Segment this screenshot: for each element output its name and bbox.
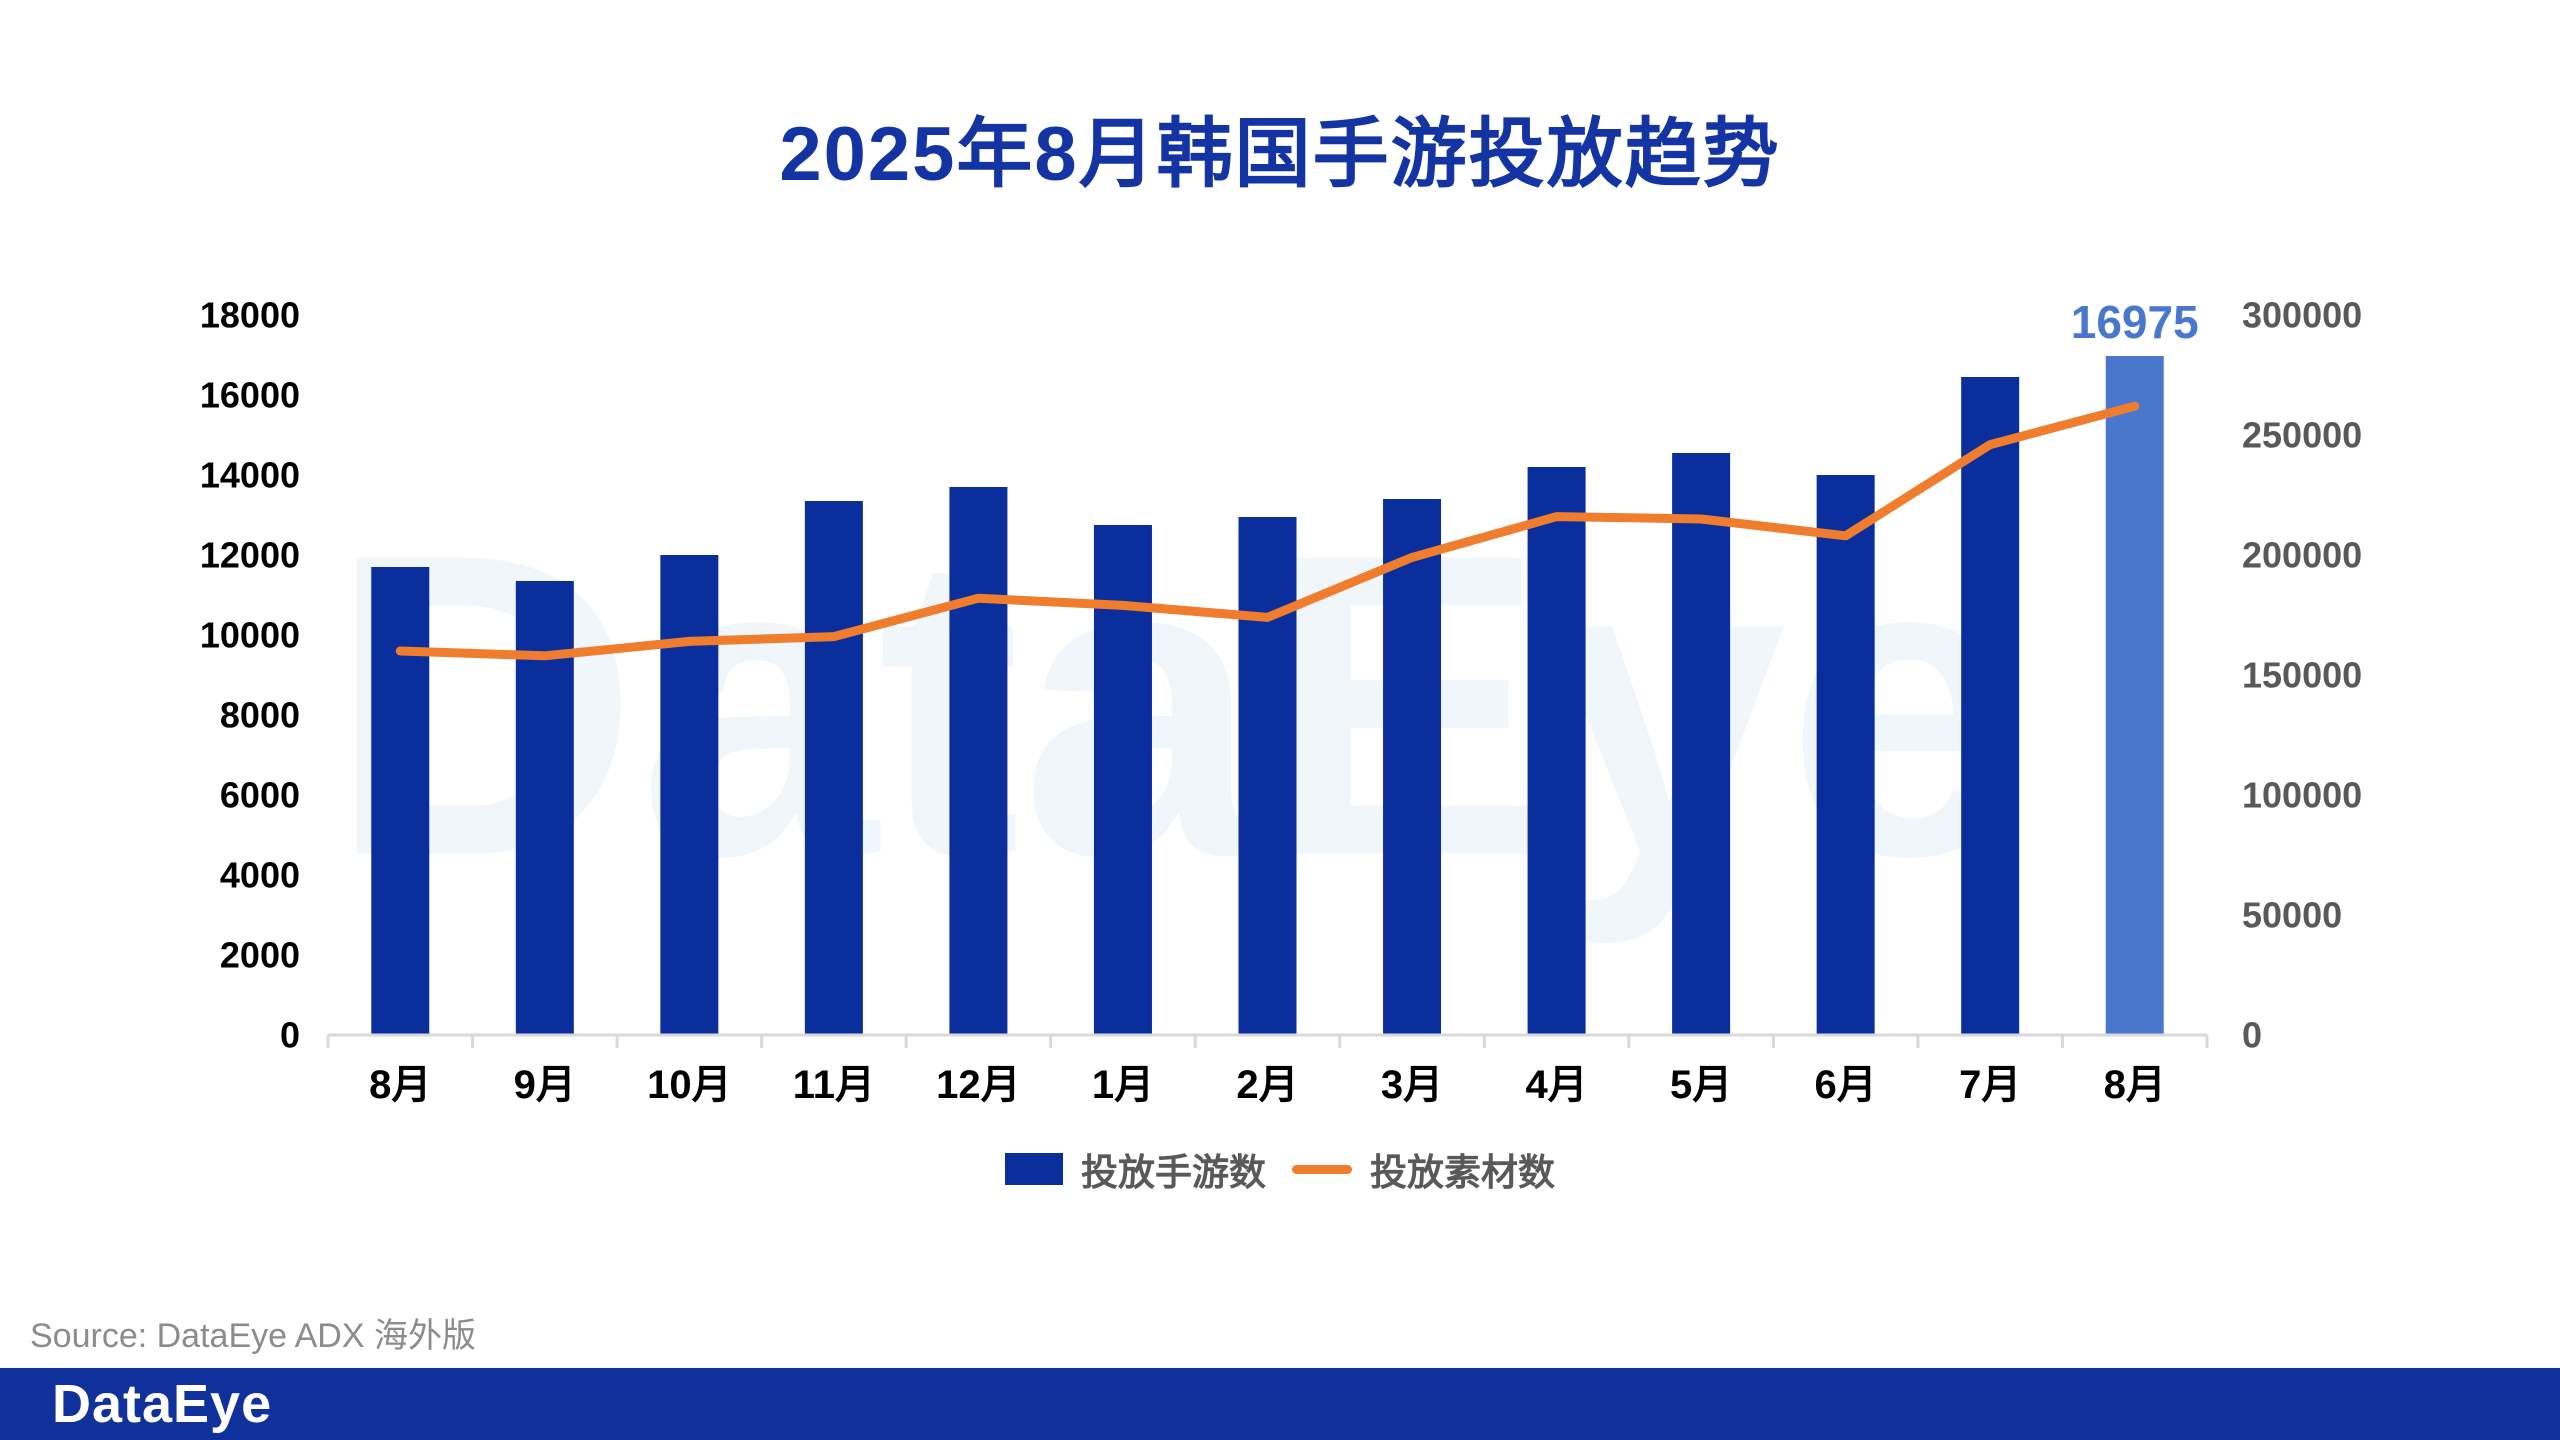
left-axis-label: 4000 xyxy=(220,855,300,896)
legend: 投放手游数 投放素材数 xyxy=(0,1142,2560,1196)
legend-item-bar-series: 投放手游数 xyxy=(1005,1142,1266,1196)
x-axis-label: 7月 xyxy=(1959,1063,2021,1107)
left-axis-label: 16000 xyxy=(200,375,300,416)
left-axis-label: 14000 xyxy=(200,455,300,496)
bar-8月 xyxy=(371,567,430,1035)
bar-8月 xyxy=(2105,356,2164,1035)
line-series xyxy=(395,401,2140,661)
x-axis-label: 5月 xyxy=(1670,1063,1732,1107)
bar-4月 xyxy=(1527,467,1586,1035)
x-axis-label: 10月 xyxy=(647,1063,732,1107)
bar-11月 xyxy=(804,501,863,1035)
left-axis-label: 0 xyxy=(280,1015,300,1056)
bar-series-swatch xyxy=(1005,1153,1063,1185)
x-axis-label: 8月 xyxy=(2104,1063,2166,1107)
right-axis-label: 200000 xyxy=(2242,535,2362,576)
bar-3月 xyxy=(1383,499,1442,1035)
bar-7月 xyxy=(1961,377,2020,1035)
bar-10月 xyxy=(660,555,719,1035)
source-note: Source: DataEye ADX 海外版 xyxy=(30,1317,476,1355)
bar-12月 xyxy=(949,487,1008,1035)
right-axis-label: 250000 xyxy=(2242,415,2362,456)
x-axis-label: 6月 xyxy=(1815,1063,1877,1107)
watermark: DataEye xyxy=(328,466,2025,948)
right-axis-label: 50000 xyxy=(2242,895,2342,936)
x-axis-label: 3月 xyxy=(1381,1063,1443,1107)
legend-item-line-series: 投放素材数 xyxy=(1292,1142,1555,1196)
left-axis-label: 8000 xyxy=(220,695,300,736)
right-axis-label: 150000 xyxy=(2242,655,2362,696)
bar-9月 xyxy=(515,581,574,1035)
x-axis-label: 1月 xyxy=(1092,1063,1154,1107)
bar-value-annotation: 16975 xyxy=(2071,296,2199,348)
bar-series-label: 投放手游数 xyxy=(1081,1152,1266,1193)
left-axis-label: 18000 xyxy=(200,295,300,336)
line-series-label: 投放素材数 xyxy=(1370,1152,1555,1193)
x-axis-label: 12月 xyxy=(936,1063,1021,1107)
left-axis-label: 12000 xyxy=(200,535,300,576)
x-axis-label: 4月 xyxy=(1525,1063,1587,1107)
left-axis-label: 10000 xyxy=(200,615,300,656)
footer-bar: DataEye xyxy=(0,1368,2560,1440)
bar-6月 xyxy=(1816,475,1875,1035)
bar-2月 xyxy=(1238,517,1297,1035)
x-axis-label: 11月 xyxy=(793,1063,875,1107)
bar-5月 xyxy=(1672,453,1731,1035)
dataeye-logo: DataEye xyxy=(52,1374,273,1434)
right-axis-label: 100000 xyxy=(2242,775,2362,816)
right-axis-label: 0 xyxy=(2242,1015,2262,1056)
x-axis-label: 2月 xyxy=(1236,1063,1298,1107)
line-series-swatch xyxy=(1292,1164,1352,1174)
right-axis-label: 300000 xyxy=(2242,295,2362,336)
left-axis-label: 6000 xyxy=(220,775,300,816)
x-axis-label: 9月 xyxy=(514,1063,576,1107)
left-axis-label: 2000 xyxy=(220,935,300,976)
x-axis-label: 8月 xyxy=(369,1063,431,1107)
chart-title: 2025年8月韩国手游投放趋势 xyxy=(779,112,1781,197)
